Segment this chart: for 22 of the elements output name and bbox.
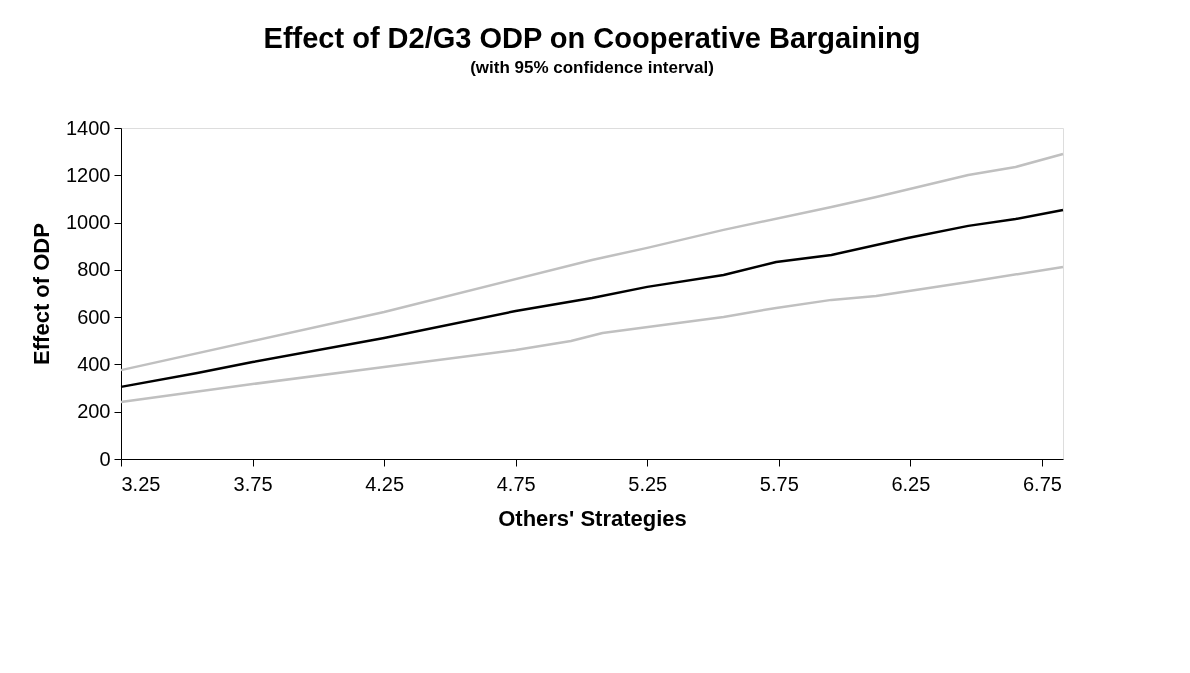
y-tick-label: 200 bbox=[77, 400, 111, 423]
x-axis-title: Others' Strategies bbox=[498, 505, 687, 531]
y-tick-label: 1000 bbox=[66, 211, 111, 234]
y-tick-label: 1200 bbox=[66, 163, 111, 186]
y-axis-title: Effect of ODP bbox=[29, 223, 55, 365]
y-tick-label: 800 bbox=[77, 258, 111, 281]
x-tick-label: 5.25 bbox=[628, 472, 668, 495]
x-tick-label: 6.75 bbox=[1022, 472, 1062, 495]
x-tick-label: 3.75 bbox=[233, 472, 273, 495]
x-tick-label: 6.25 bbox=[891, 472, 931, 495]
y-tick-label: 400 bbox=[77, 352, 111, 375]
x-tick-label: 4.25 bbox=[365, 472, 405, 495]
chart-title: Effect of D2/G3 ODP on Cooperative Bargaining bbox=[263, 22, 921, 54]
x-tick-label: 4.75 bbox=[496, 472, 536, 495]
line-series bbox=[119, 152, 1065, 372]
x-tick-label: 5.75 bbox=[759, 472, 799, 495]
y-tick-label: 600 bbox=[77, 305, 111, 328]
y-tick-label: 0 bbox=[99, 447, 111, 470]
line-series bbox=[119, 265, 1065, 404]
y-tick-label: 1400 bbox=[66, 116, 111, 139]
x-tick-label: 3.25 bbox=[121, 472, 161, 495]
chart-subtitle: (with 95% confidence interval) bbox=[470, 58, 714, 77]
